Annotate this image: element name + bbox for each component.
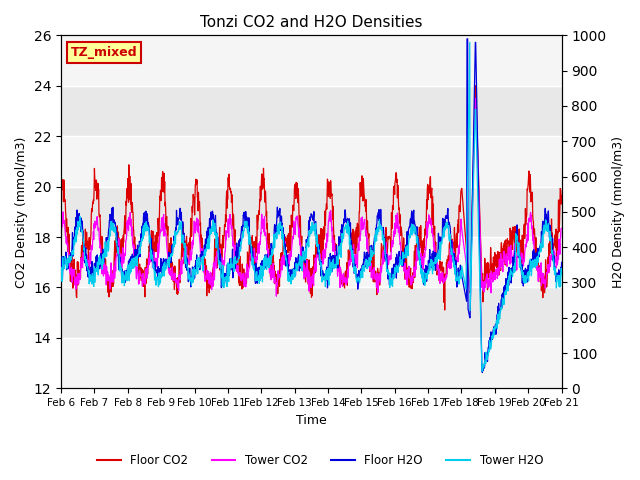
Bar xyxy=(61,237,561,288)
Title: Tonzi CO2 and H2O Densities: Tonzi CO2 and H2O Densities xyxy=(200,15,422,30)
Y-axis label: H2O Density (mmol/m3): H2O Density (mmol/m3) xyxy=(612,136,625,288)
Bar xyxy=(61,36,561,86)
Bar xyxy=(61,136,561,187)
Text: TZ_mixed: TZ_mixed xyxy=(71,46,138,59)
Y-axis label: CO2 Density (mmol/m3): CO2 Density (mmol/m3) xyxy=(15,136,28,288)
X-axis label: Time: Time xyxy=(296,414,326,427)
Bar xyxy=(61,338,561,388)
Legend: Floor CO2, Tower CO2, Floor H2O, Tower H2O: Floor CO2, Tower CO2, Floor H2O, Tower H… xyxy=(92,449,548,472)
